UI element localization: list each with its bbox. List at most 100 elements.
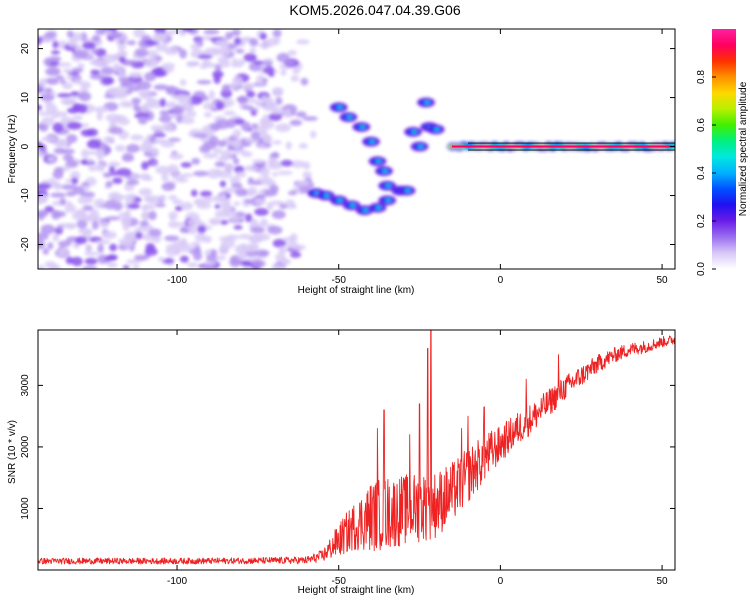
spectrogram-noise-blob <box>124 193 135 204</box>
spectrogram-noise-blob <box>123 238 134 249</box>
spectrogram-noise-blob <box>158 115 172 123</box>
spectrogram-noise-blob <box>66 121 83 130</box>
spectrogram-noise-blob <box>51 180 61 189</box>
spectrogram-noise-blob <box>59 197 67 206</box>
spectrogram-noise-blob <box>57 240 72 247</box>
spectrogram-arc-lower-point-peak <box>323 194 330 198</box>
spectrogram-noise-blob <box>86 139 101 149</box>
spectrogram-noise-blob <box>260 63 267 69</box>
spectrogram-arc-upper-point-peak <box>336 105 343 109</box>
spectrogram-noise-blob <box>91 220 99 230</box>
spectrogram-noise-blob <box>82 41 96 50</box>
spectrogram-noise-blob <box>229 176 241 185</box>
colorbar-tick-label: 0.6 <box>696 118 707 132</box>
spectrogram-noise-blob <box>137 90 147 96</box>
spectrogram-noise-blob <box>285 141 292 150</box>
spectrogram-noise-blob <box>102 172 112 178</box>
spectrogram-noise-blob <box>272 140 282 145</box>
spectrogram-noise-blob <box>83 251 100 256</box>
spectrogram-noise-blob <box>279 203 288 209</box>
spectrogram-noise-blob <box>80 129 94 137</box>
spectrogram-noise-blob <box>115 168 132 177</box>
spectrogram-noise-blob <box>220 149 232 160</box>
snr-frame <box>37 329 676 571</box>
spectrogram-noise-blob <box>270 200 285 206</box>
spectrogram-noise-blob <box>267 225 283 235</box>
spectrogram-y-axis: -20 -10 0 10 20 <box>20 43 675 252</box>
spectrogram-noise-blob <box>182 103 194 112</box>
spectrogram-noise-blob <box>164 235 180 242</box>
spectrogram-noise-blob <box>310 130 317 139</box>
spectrogram-noise-blob <box>247 187 258 196</box>
spectrogram-noise-blob <box>159 110 170 116</box>
spectrogram-noise-blob <box>289 203 297 209</box>
spectrogram-noise-blob <box>97 148 105 157</box>
spectrogram-noise-blob <box>93 198 106 209</box>
spectrogram-noise-blob <box>78 91 92 102</box>
spectrogram-noise-blob <box>168 211 179 220</box>
spectrogram-noise-blob <box>66 134 78 144</box>
spectrogram-noise-blob <box>81 182 90 187</box>
spectrogram-noise-blob <box>226 118 237 129</box>
spectrogram-noise-blob <box>105 216 121 221</box>
colorbar-tick-label: 0.4 <box>696 166 707 180</box>
spectrogram-noise-blob <box>185 110 197 118</box>
spectrogram-noise-blob <box>193 199 201 205</box>
spectrogram-noise-blob <box>179 255 189 263</box>
spectrogram-noise-blob <box>127 203 141 209</box>
spectrogram-noise-blob <box>107 161 121 168</box>
spectrogram-mid-blob-peak <box>433 127 440 131</box>
spectrogram-noise-blob <box>215 161 226 167</box>
spectrogram-noise-blob <box>223 110 236 116</box>
spectrogram-noise-blob <box>67 222 77 229</box>
spectrogram-noise-blob <box>152 133 167 138</box>
spectrogram-arc-lower-point-peak <box>336 198 343 202</box>
spectrogram-noise-blob <box>75 236 88 245</box>
spectrogram-noise-blob <box>60 97 77 106</box>
spectrogram-noise-blob <box>262 134 273 144</box>
spectrogram-noise-blob <box>64 203 77 213</box>
spectrogram-arc-lower-point-peak <box>349 203 356 207</box>
spectrogram-noise-blob <box>104 199 116 210</box>
spectrogram-noise-blob <box>164 47 179 55</box>
spectrogram-noise-blob <box>54 166 65 174</box>
spectrogram-noise-blob <box>50 109 61 119</box>
spectrogram-noise-blob <box>251 159 265 164</box>
spectrogram-noise-blob <box>244 199 252 204</box>
colorbar-scale <box>712 29 736 269</box>
spectrogram-noise-blob <box>60 148 75 155</box>
spectrogram-noise-blob <box>86 158 94 163</box>
spectrogram-noise-blob <box>302 171 312 179</box>
spectrogram-y-tick-label: -20 <box>20 237 31 252</box>
spectrogram-noise-blob <box>86 196 94 204</box>
spectrogram-noise-blob <box>155 165 171 175</box>
spectrogram-noise-blob <box>50 192 67 198</box>
spectrogram-noise-blob <box>38 36 43 45</box>
spectrogram-noise-blob <box>133 103 140 112</box>
spectrogram-noise-blob <box>121 153 135 162</box>
spectrogram-noise-blob <box>225 31 234 40</box>
spectrogram-noise-blob <box>271 172 279 177</box>
spectrogram-noise-blob <box>56 93 72 98</box>
spectrogram-arc-upper-point-peak <box>381 169 388 173</box>
spectrogram-noise-blob <box>275 123 291 133</box>
spectrogram-noise-blob <box>71 177 79 185</box>
spectrogram-noise-blob <box>232 129 242 139</box>
spectrogram-noise-blob <box>44 87 53 94</box>
spectrogram-noise-blob <box>240 243 248 251</box>
spectrogram-noise-blob <box>71 67 84 73</box>
spectrogram-noise-blob <box>197 225 207 234</box>
spectrogram-mid-blob-peak <box>417 145 424 149</box>
spectrogram-noise-blob <box>240 260 252 267</box>
spectrogram-noise-blob <box>213 73 221 84</box>
spectrogram-noise-blob <box>134 254 147 261</box>
spectrogram-noise-blob <box>300 77 309 86</box>
spectrogram-noise-blob <box>145 195 161 205</box>
spectrogram-noise-blob <box>38 183 52 190</box>
spectrogram-noise-blob <box>203 111 213 118</box>
spectrogram-noise-blob <box>219 244 230 255</box>
spectrogram-noise-blob <box>223 164 235 171</box>
spectrogram-noise-blob <box>185 225 196 230</box>
spectrogram-arc-upper-point-peak <box>359 125 366 129</box>
spectrogram-noise-blob <box>217 56 230 63</box>
